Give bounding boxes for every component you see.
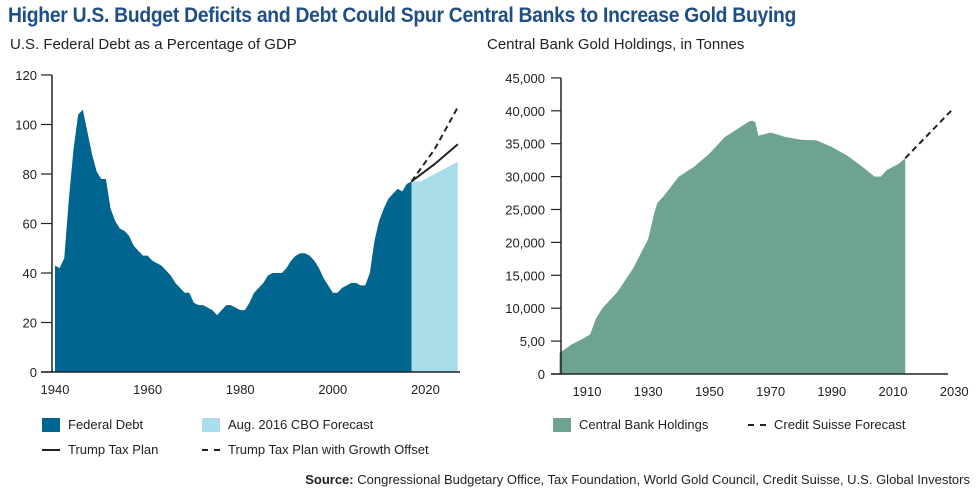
- y-tick-label: 5,00: [520, 334, 545, 349]
- federal-debt-area: [55, 109, 412, 373]
- y-tick-label: 25,000: [505, 203, 545, 218]
- x-tick-label: 1950: [695, 384, 724, 399]
- x-tick-label: 2030: [940, 384, 969, 399]
- y-tick-label: 120: [15, 68, 37, 83]
- y-tick-label: 35,000: [505, 137, 545, 152]
- central-bank-holdings-area: [559, 120, 906, 374]
- y-tick-label: 45,000: [505, 71, 545, 86]
- legend-label: Federal Debt: [68, 417, 144, 432]
- y-tick-label: 15,000: [505, 268, 545, 283]
- legend-credit-suisse-forecast: Credit Suisse Forecast: [748, 417, 906, 432]
- legend-label: Aug. 2016 CBO Forecast: [228, 417, 374, 432]
- y-tick-label: 100: [15, 118, 37, 133]
- legend-central-bank-holdings: Central Bank Holdings: [553, 417, 708, 432]
- page-title: Higher U.S. Budget Deficits and Debt Cou…: [8, 4, 797, 27]
- x-tick-label: 1990: [817, 384, 846, 399]
- y-tick-label: 40: [23, 266, 37, 281]
- legend-trump-tax-plan: Trump Tax Plan: [42, 442, 158, 457]
- y-tick-label: 20,000: [505, 235, 545, 250]
- x-tick-label: 1960: [133, 382, 162, 397]
- legend-federal-debt: Federal Debt: [42, 417, 143, 432]
- x-tick-label: 1980: [226, 382, 255, 397]
- legend-label: Central Bank Holdings: [579, 417, 709, 432]
- legend-dashed-line: [202, 448, 220, 451]
- y-tick-label: 20: [23, 316, 37, 331]
- x-tick-label: 2020: [411, 382, 440, 397]
- x-tick-label: 1940: [41, 382, 70, 397]
- legend-growth-offset: Trump Tax Plan with Growth Offset: [202, 442, 429, 457]
- x-tick-label: 2000: [318, 382, 347, 397]
- source-label: Source:: [305, 472, 354, 487]
- x-tick-label: 2010: [879, 384, 908, 399]
- credit-suisse-forecast-line: [904, 110, 952, 159]
- source-text: Congressional Budgetary Office, Tax Foun…: [357, 472, 970, 487]
- source-note: Source: Congressional Budgetary Office, …: [305, 472, 970, 487]
- legend-label: Credit Suisse Forecast: [774, 417, 906, 432]
- legend-swatch: [202, 417, 220, 432]
- y-tick-label: 10,000: [505, 301, 545, 316]
- legend-label: Trump Tax Plan: [68, 442, 159, 457]
- x-tick-label: 1910: [573, 384, 602, 399]
- legend-cbo-forecast: Aug. 2016 CBO Forecast: [202, 417, 373, 432]
- legend-label: Trump Tax Plan with Growth Offset: [228, 442, 429, 457]
- left-chart-title: U.S. Federal Debt as a Percentage of GDP: [10, 36, 297, 53]
- y-tick-label: 40,000: [505, 104, 545, 119]
- y-tick-label: 60: [23, 217, 37, 232]
- trump-tax-plan-line: [410, 143, 459, 183]
- y-tick-label: 0: [30, 365, 37, 380]
- growth-offset-line: [410, 106, 459, 183]
- y-tick-label: 80: [23, 167, 37, 182]
- forecast-area: [411, 161, 458, 372]
- legend-swatch: [42, 417, 60, 432]
- right-chart-title: Central Bank Gold Holdings, in Tonnes: [487, 36, 745, 53]
- legend-dashed-line: [748, 423, 766, 426]
- x-tick-label: 1930: [634, 384, 663, 399]
- legend-line: [42, 448, 60, 451]
- x-tick-label: 1970: [756, 384, 785, 399]
- legend-swatch: [553, 417, 571, 432]
- y-tick-label: 30,000: [505, 170, 545, 185]
- y-tick-label: 0: [538, 367, 545, 382]
